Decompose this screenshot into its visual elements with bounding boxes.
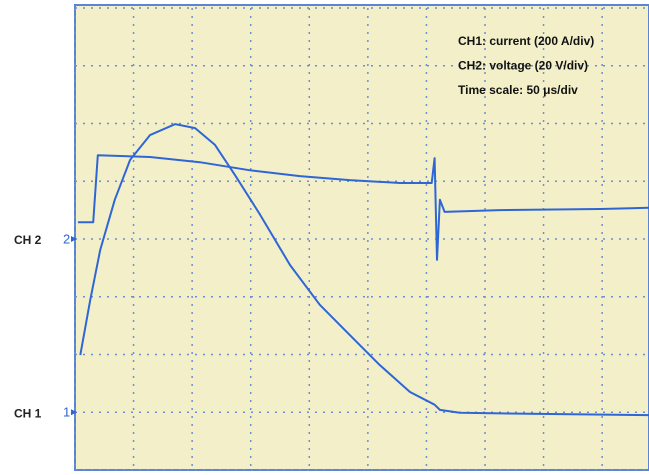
annotation: Time scale: 50 μs/div [458,83,578,97]
trace [79,123,649,417]
channel-label: CH 2 [14,233,42,247]
channel-marker: 1 [63,405,70,420]
annotation: CH2: voltage (20 V/div) [458,59,588,73]
channel-marker: 2 [63,231,70,246]
channel-arrow [71,409,77,416]
channel-label: CH 1 [14,406,42,420]
channel-arrow [71,236,77,242]
annotation: CH1: current (200 A/div) [458,34,594,48]
